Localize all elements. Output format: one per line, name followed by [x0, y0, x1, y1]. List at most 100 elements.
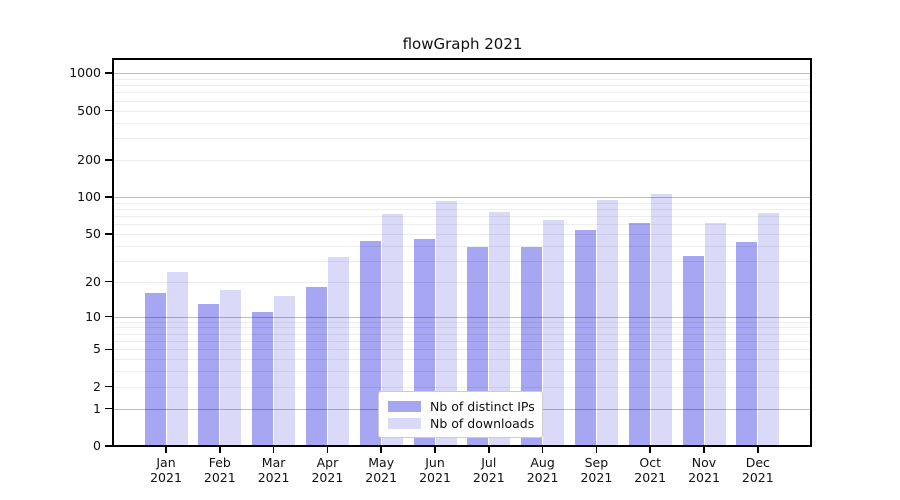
y-tick-label: 20 — [85, 273, 101, 289]
bar-jun-downloads — [435, 201, 457, 446]
minor-gridline — [114, 349, 811, 351]
x-tick-label: Feb 2021 — [203, 455, 236, 485]
legend-label-downloads: Nb of downloads — [430, 416, 535, 431]
minor-gridline — [114, 85, 811, 87]
x-tick — [541, 446, 544, 453]
minor-gridline — [114, 340, 811, 342]
x-tick — [434, 446, 436, 453]
minor-gridline — [114, 359, 811, 361]
bar-apr-distinct-ips — [305, 287, 327, 446]
bar-oct-distinct-ips — [628, 223, 650, 446]
minor-gridline — [114, 122, 811, 124]
x-tick-label: Oct 2021 — [634, 455, 667, 485]
y-tick-label: 1 — [93, 400, 101, 416]
minor-gridline — [114, 92, 811, 94]
y-tick — [105, 348, 112, 351]
bar-may-distinct-ips — [359, 240, 381, 446]
bar-jan-downloads — [166, 272, 188, 446]
legend-label-distinct-ips: Nb of distinct IPs — [430, 399, 535, 414]
left-spine — [112, 58, 114, 447]
x-tick — [703, 446, 705, 453]
bar-oct-downloads — [650, 194, 672, 446]
y-tick — [105, 445, 112, 447]
x-tick — [165, 446, 167, 453]
y-tick — [105, 315, 112, 318]
minor-gridline — [114, 327, 811, 329]
bar-dec-distinct-ips — [736, 241, 758, 446]
minor-gridline — [114, 110, 811, 112]
minor-gridline — [114, 78, 811, 80]
x-tick-label: Apr 2021 — [311, 455, 344, 485]
x-tick-label: Mar 2021 — [257, 455, 290, 485]
x-tick-label: Jul 2021 — [472, 455, 505, 485]
x-tick-label: Aug 2021 — [526, 455, 559, 485]
legend-swatch-downloads — [388, 418, 421, 429]
x-tick — [219, 446, 221, 453]
legend-item-downloads: Nb of downloads — [388, 415, 535, 432]
minor-gridline — [114, 137, 811, 139]
y-tick-label: 200 — [77, 151, 101, 167]
y-tick — [105, 407, 112, 410]
x-tick-label: Jun 2021 — [419, 455, 451, 485]
major-gridline — [114, 196, 811, 198]
major-gridline — [114, 316, 811, 318]
y-tick — [105, 196, 112, 198]
y-tick — [105, 109, 112, 112]
x-tick — [595, 446, 598, 453]
x-tick — [649, 446, 651, 453]
minor-gridline — [114, 224, 811, 226]
x-tick-label: May 2021 — [365, 455, 398, 485]
y-tick — [105, 280, 112, 283]
y-tick — [105, 385, 112, 388]
minor-gridline — [114, 386, 811, 388]
minor-gridline — [114, 202, 811, 204]
minor-gridline — [114, 281, 811, 283]
x-tick — [326, 446, 329, 453]
x-tick — [272, 446, 275, 453]
minor-gridline — [114, 245, 811, 247]
minor-gridline — [114, 100, 811, 102]
bar-nov-downloads — [704, 223, 726, 446]
bar-nov-distinct-ips — [682, 255, 704, 446]
x-tick-label: Sep 2021 — [580, 455, 613, 485]
minor-gridline — [114, 321, 811, 323]
bar-jan-distinct-ips — [144, 293, 166, 446]
bar-sep-distinct-ips — [574, 229, 596, 446]
bar-feb-downloads — [220, 290, 242, 446]
y-tick-label: 1000 — [69, 65, 101, 81]
x-tick — [757, 446, 759, 453]
major-gridline — [114, 73, 811, 75]
minor-gridline — [114, 208, 811, 210]
bar-dec-downloads — [758, 212, 780, 446]
x-tick-label: Jan 2021 — [150, 455, 182, 485]
y-tick-label: 100 — [77, 188, 101, 204]
y-tick-label: 0 — [93, 438, 101, 453]
legend: Nb of distinct IPs Nb of downloads — [378, 391, 543, 438]
top-spine — [112, 58, 812, 60]
bottom-spine — [112, 444, 812, 447]
bar-may-downloads — [381, 214, 403, 446]
minor-gridline — [114, 233, 811, 235]
y-tick — [105, 233, 112, 235]
y-tick-label: 2 — [93, 378, 101, 394]
bar-mar-distinct-ips — [252, 311, 274, 446]
x-tick-label: Dec 2021 — [741, 455, 774, 485]
minor-gridline — [114, 260, 811, 262]
y-tick — [105, 159, 112, 161]
x-tick — [488, 446, 490, 453]
bar-jul-downloads — [489, 212, 511, 446]
chart-title: flowGraph 2021 — [402, 35, 523, 53]
x-tick — [380, 446, 382, 453]
y-tick-label: 500 — [77, 102, 101, 118]
bar-sep-downloads — [596, 199, 618, 446]
minor-gridline — [114, 333, 811, 335]
bar-mar-downloads — [274, 296, 296, 446]
bar-aug-downloads — [543, 219, 565, 446]
y-tick-label: 10 — [85, 308, 101, 324]
minor-gridline — [114, 371, 811, 373]
minor-gridline — [114, 215, 811, 217]
y-tick-label: 50 — [85, 225, 101, 241]
x-tick-label: Nov 2021 — [688, 455, 720, 485]
legend-item-distinct-ips: Nb of distinct IPs — [388, 398, 535, 415]
